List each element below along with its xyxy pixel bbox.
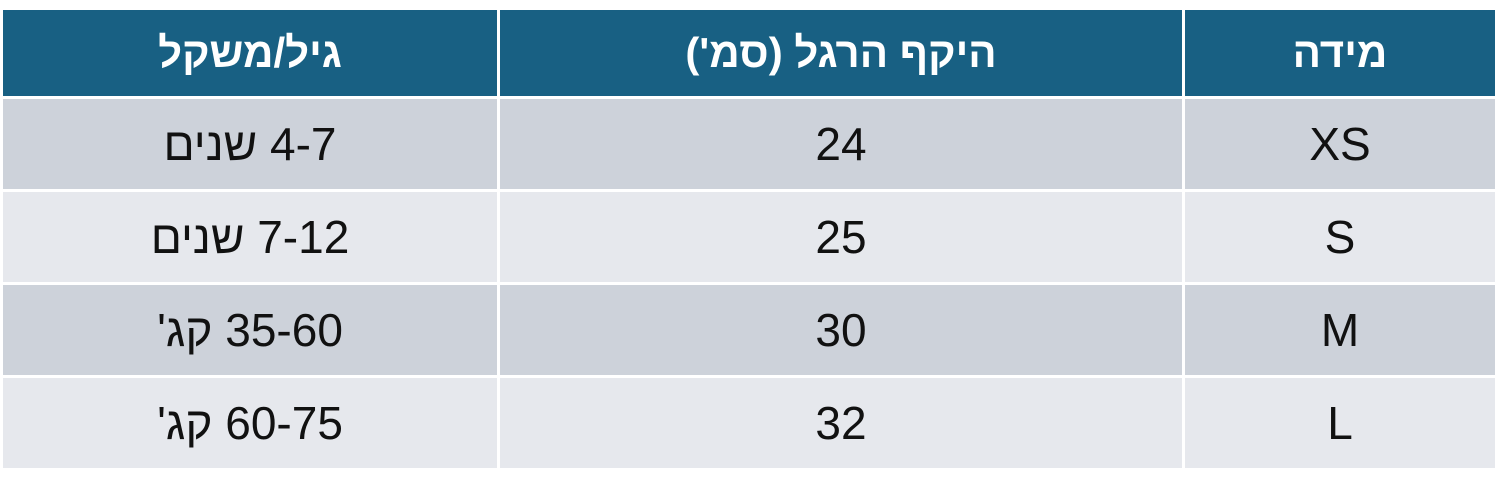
table-cell: S [1185, 192, 1495, 282]
table-cell: M [1185, 285, 1495, 375]
table-row: XS 24 4-7 שנים [3, 99, 1495, 189]
header-cell: היקף הרגל (סמ') [500, 10, 1182, 96]
table-row: M 30 35-60 קג' [3, 285, 1495, 375]
size-table: מידה היקף הרגל (סמ') גיל/משקל XS 24 4-7 שנים… [0, 7, 1498, 471]
table-cell: 35-60 קג' [3, 285, 497, 375]
header-row: מידה היקף הרגל (סמ') גיל/משקל [3, 10, 1495, 96]
table-cell: 24 [500, 99, 1182, 189]
table-cell: 25 [500, 192, 1182, 282]
header-cell: גיל/משקל [3, 10, 497, 96]
table-cell: 4-7 שנים [3, 99, 497, 189]
table-row: L 32 60-75 קג' [3, 378, 1495, 468]
table-cell: XS [1185, 99, 1495, 189]
table-cell: 60-75 קג' [3, 378, 497, 468]
table-cell: 7-12 שנים [3, 192, 497, 282]
table-cell: 32 [500, 378, 1182, 468]
header-cell: מידה [1185, 10, 1495, 96]
table-cell: 30 [500, 285, 1182, 375]
table-row: S 25 7-12 שנים [3, 192, 1495, 282]
table-cell: L [1185, 378, 1495, 468]
